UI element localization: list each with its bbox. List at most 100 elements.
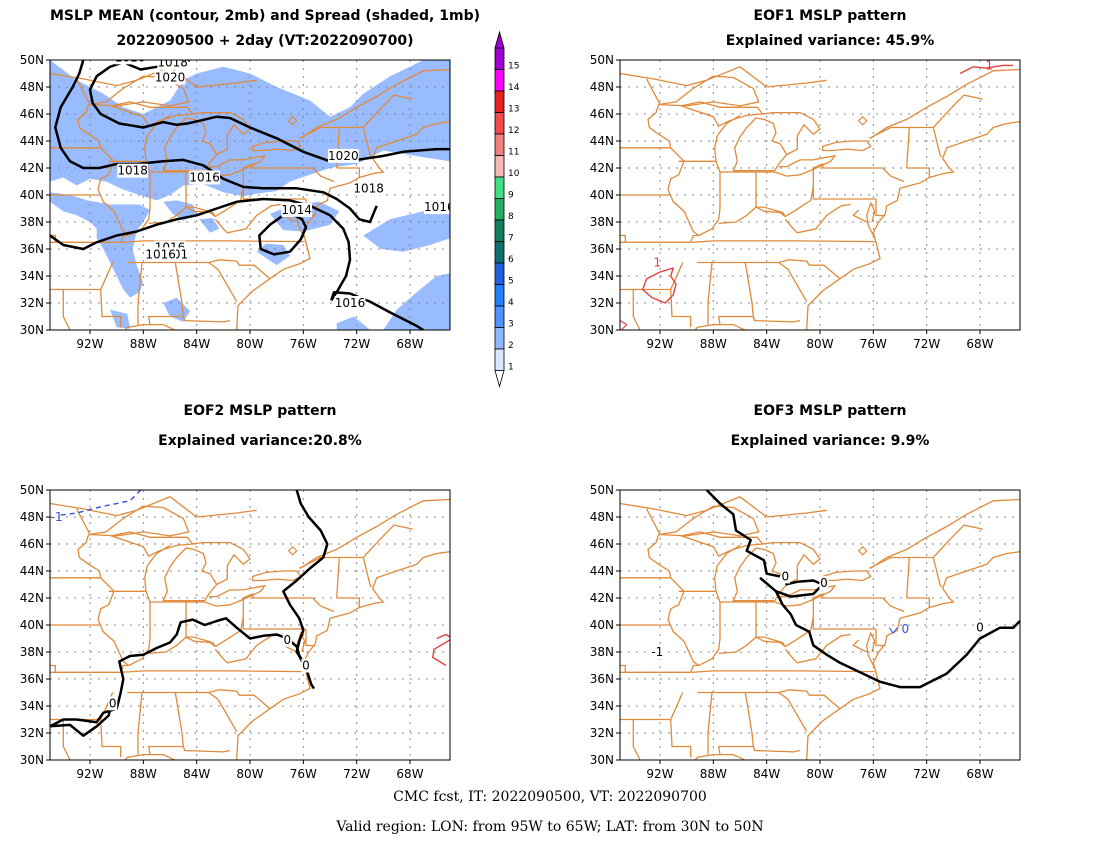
state-border-16 xyxy=(127,689,271,710)
lon-tick-label: 72W xyxy=(343,767,370,781)
contour-label: 1016 xyxy=(424,200,455,214)
contour-label: 1020 xyxy=(155,71,186,85)
colorbar-label: 7 xyxy=(508,234,514,244)
map-panel-2-content: 11 xyxy=(620,60,1020,330)
colorbar-segment xyxy=(494,305,505,328)
colorbar-segment xyxy=(494,284,505,307)
gulf-outline xyxy=(124,323,177,330)
contour-label: 0 xyxy=(902,622,910,636)
lake-ontario-outline xyxy=(822,140,872,152)
state-border-15 xyxy=(121,240,305,243)
spread-shade-9 xyxy=(336,316,370,330)
contour-label: 0 xyxy=(109,696,117,710)
colorbar-segment xyxy=(494,176,505,199)
contour-label: 1016 xyxy=(189,170,220,184)
state-border-17 xyxy=(670,262,692,328)
contour-line-6 xyxy=(432,639,450,667)
contour-label-bg xyxy=(780,569,790,584)
contour-line-4 xyxy=(50,197,352,301)
canada-north-outline xyxy=(50,66,257,88)
colorbar-label: 11 xyxy=(508,148,519,158)
state-border-17 xyxy=(670,692,692,758)
state-border-22 xyxy=(214,203,281,234)
state-border-6 xyxy=(620,234,699,243)
lat-tick-label: 44N xyxy=(590,564,614,578)
state-border-21 xyxy=(778,691,808,732)
lat-tick-label: 34N xyxy=(20,269,44,283)
state-border-7 xyxy=(667,619,700,667)
colorbar-label: 4 xyxy=(508,298,514,308)
contour-line-2 xyxy=(959,64,1014,75)
colorbar-top-arrow xyxy=(494,30,505,49)
island-marker xyxy=(857,545,868,556)
state-border-22 xyxy=(214,633,281,664)
contour-line-1 xyxy=(56,490,142,517)
colorbar-segment xyxy=(494,198,505,221)
contour-line-3 xyxy=(282,490,329,663)
state-border-31 xyxy=(299,524,413,569)
atlantic-outline xyxy=(236,537,450,760)
lake-ontario-outline xyxy=(822,570,872,582)
contour-label: 1020 xyxy=(328,149,359,163)
state-border-11 xyxy=(243,593,335,613)
state-border-22 xyxy=(784,633,851,664)
state-border-14 xyxy=(336,167,360,178)
contour-label-bg xyxy=(157,60,189,70)
lon-tick-label: 72W xyxy=(913,767,940,781)
michigan-up-outline xyxy=(108,531,194,557)
state-border-16 xyxy=(697,689,841,710)
contour-line-1 xyxy=(705,490,781,578)
island-marker xyxy=(857,115,868,126)
panel1-title-line2: 2022090500 + 2day (VT:2022090700) xyxy=(116,33,414,49)
gulf-outline xyxy=(124,753,177,760)
footer-line2: Valid region: LON: from 95W to 65W; LAT:… xyxy=(336,819,764,835)
lat-tick-label: 36N xyxy=(590,242,614,256)
state-border-12 xyxy=(336,557,340,599)
colorbar-bottom-arrow xyxy=(494,370,505,388)
colorbar-segment xyxy=(494,241,505,264)
colorbar-segment xyxy=(494,112,505,135)
contour-label-bg xyxy=(975,620,985,635)
st-lawrence-outline xyxy=(300,68,450,139)
state-border-7 xyxy=(667,189,700,237)
contour-label-bg xyxy=(281,202,313,217)
state-border-13 xyxy=(932,557,942,588)
state-border-5 xyxy=(698,602,721,667)
lon-tick-label: 76W xyxy=(290,767,317,781)
state-border-25 xyxy=(875,629,886,647)
state-border-14 xyxy=(906,167,930,178)
lat-tick-label: 48N xyxy=(20,510,44,524)
panel4-title-line2: Explained variance: 9.9% xyxy=(730,433,930,449)
state-border-24 xyxy=(852,209,867,223)
contour-line-5 xyxy=(258,212,308,256)
map-panel-4: 0 0 0 -1 0 50N 48N 46N 44N 42N 40N 38N 36N 34N 32N 30N 9… xyxy=(590,483,1021,781)
lat-tick-label: 44N xyxy=(20,564,44,578)
atlantic-outline xyxy=(806,107,1020,330)
contour-label-bg xyxy=(649,645,666,659)
colorbar-segment xyxy=(494,219,505,242)
lat-tick-label: 38N xyxy=(20,215,44,229)
lat-tick-label: 38N xyxy=(590,215,614,229)
lake-superior-outline xyxy=(658,75,760,107)
lake-erie-outline xyxy=(774,155,837,177)
colorbar-segment xyxy=(494,348,505,371)
contour-line-4 xyxy=(50,703,113,737)
lat-tick-label: 50N xyxy=(20,483,44,497)
lat-tick-label: 42N xyxy=(20,161,44,175)
lat-tick-label: 46N xyxy=(20,537,44,551)
lat-tick-label: 30N xyxy=(20,323,44,337)
colorbar-segment xyxy=(494,327,505,350)
state-border-31 xyxy=(869,524,983,569)
state-border-6 xyxy=(620,664,699,673)
lon-tick-label: 72W xyxy=(343,337,370,351)
footer-line1: CMC fcst, IT: 2022090500, VT: 2022090700 xyxy=(393,789,707,805)
michigan-lp-outline xyxy=(732,547,788,602)
state-border-24 xyxy=(852,639,867,653)
lat-tick-label: 38N xyxy=(590,645,614,659)
state-border-23 xyxy=(784,616,814,648)
state-border-20 xyxy=(752,316,801,323)
colorbar-segment xyxy=(494,155,505,178)
colorbar-label: 8 xyxy=(508,212,514,222)
state-border-11 xyxy=(243,163,335,183)
michigan-lp-outline xyxy=(732,117,788,172)
